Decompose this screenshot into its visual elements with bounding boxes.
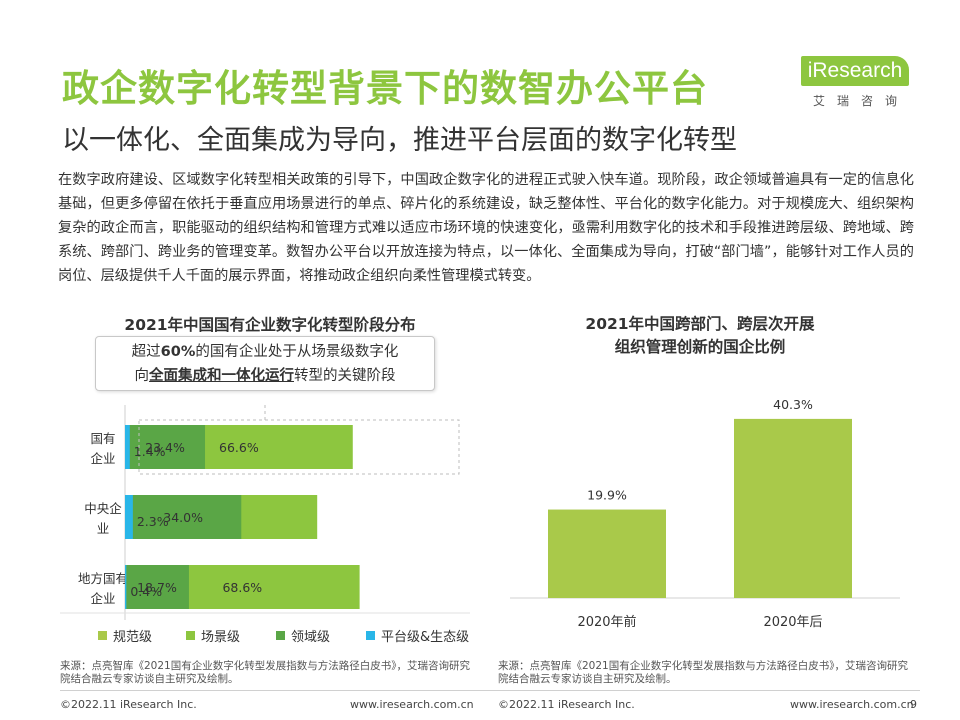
chart1-bar-segment <box>125 425 130 469</box>
chart1-category-label: 企业 <box>90 451 115 466</box>
footer-url-right: www.iresearch.com.cn <box>790 698 914 711</box>
chart1-bar-segment <box>125 565 127 609</box>
footer-url-left: www.iresearch.com.cn <box>350 698 474 711</box>
footer-copyright-left: ©2022.11 iResearch Inc. <box>60 698 197 711</box>
chart2-title: 2021年中国跨部门、跨层次开展 组织管理创新的国企比例 <box>585 315 815 356</box>
chart2-category-label: 2020年后 <box>763 615 822 630</box>
chart1-data-label: 18.7% <box>137 580 177 595</box>
chart1-category-label: 业 <box>97 521 110 536</box>
chart1-bar-segment <box>125 495 242 539</box>
chart1-category-label: 地方国有 <box>78 571 128 586</box>
chart1-source: 来源：点亮智库《2021国有企业数字化转型发展指数与方法路径白皮书》，艾瑞咨询研… <box>60 660 470 685</box>
legend-swatch <box>98 631 107 640</box>
callout-box: 超过60%的国有企业处于从场景级数字化 向全面集成和一体化运行转型的关键阶段 <box>95 336 435 391</box>
chart1-data-label: 68.6% <box>222 580 262 595</box>
footer-divider <box>60 690 920 691</box>
page-number: 9 <box>910 698 917 711</box>
chart1-category-label: 国有 <box>90 431 115 446</box>
callout-line2: 向全面集成和一体化运行转型的关键阶段 <box>134 368 396 384</box>
page-title: 政企数字化转型背景下的数智办公平台 <box>62 67 708 110</box>
chart1-data-label: 23.4% <box>145 440 185 455</box>
chart1-bar-segment <box>125 425 206 469</box>
footer-copyright-right: ©2022.11 iResearch Inc. <box>498 698 635 711</box>
chart2-category-label: 2020年前 <box>577 614 636 630</box>
chart1-data-label: 34.0% <box>163 510 203 525</box>
chart2-source: 来源：点亮智库《2021国有企业数字化转型发展指数与方法路径白皮书》，艾瑞咨询研… <box>498 660 908 685</box>
page-subtitle: 以一体化、全面集成为导向，推进平台层面的数字化转型 <box>62 125 737 156</box>
legend-item-platform: 平台级&生态级 <box>366 626 469 645</box>
legend-item-scenario: 场景级 <box>186 626 240 645</box>
logo-chinese-name: 艾瑞咨询 <box>813 94 910 108</box>
chart1-data-label: 66.6% <box>219 440 259 455</box>
legend-swatch <box>276 631 285 640</box>
chart1-stacked-bar: 国有企业8.6%66.6%23.4%1.4%中央企业7.5%56.2%34.0%… <box>60 405 470 620</box>
chart1-bar-segment <box>125 495 133 539</box>
chart1-category-label: 中央企 <box>84 501 122 516</box>
chart1-data-label: 1.4% <box>134 444 166 459</box>
chart1-data-label: 0.4% <box>130 584 162 599</box>
chart1-category-label: 企业 <box>90 591 115 606</box>
chart2-data-label: 40.3% <box>773 397 813 412</box>
chart1-data-label: 2.3% <box>137 514 169 529</box>
legend-item-normative: 规范级 <box>98 626 152 645</box>
legend-swatch <box>366 631 375 640</box>
logo-wordmark: iResearch <box>801 56 909 86</box>
chart2-bar <box>734 418 852 598</box>
chart2-bar: 19.9% 2020年前 40.3% 2020年后 <box>510 397 900 630</box>
iresearch-logo: iResearch 艾瑞咨询 <box>795 52 915 110</box>
intro-paragraph: 在数字政府建设、区域数字化转型相关政策的引导下，中国政企数字化的进程正式驶入快车… <box>58 172 914 284</box>
legend-swatch <box>186 631 195 640</box>
legend-item-domain: 领域级 <box>276 626 330 645</box>
chart2-data-label: 19.9% <box>587 488 627 503</box>
callout-line1: 超过60%的国有企业处于从场景级数字化 <box>131 344 399 360</box>
chart1-title: 2021年中国国有企业数字化转型阶段分布 <box>124 316 416 334</box>
chart2-bar <box>548 509 666 598</box>
chart1-bar-segment <box>125 565 189 609</box>
chart1-highlight-box <box>138 419 460 475</box>
